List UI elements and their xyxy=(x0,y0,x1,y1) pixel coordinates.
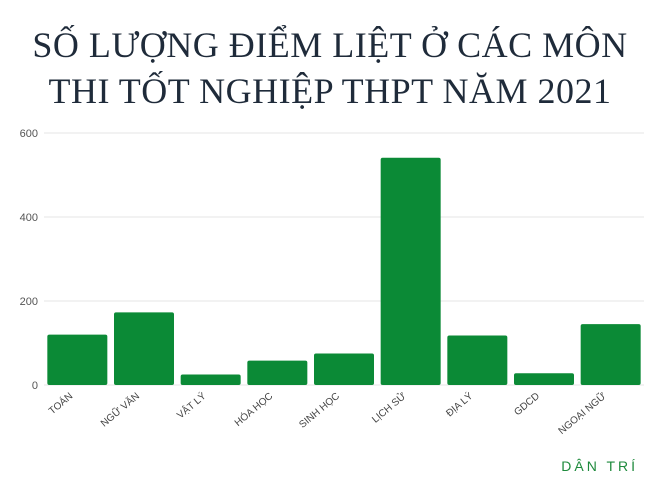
x-tick-label: GDCD xyxy=(512,391,542,418)
x-tick-label: VẬT LÝ xyxy=(174,389,209,421)
bar xyxy=(114,312,174,385)
x-tick-label: ĐỊA LÝ xyxy=(443,389,475,419)
x-tick-label: HÓA HỌC xyxy=(232,389,276,429)
brand-logo-text: DÂN TRÍ xyxy=(561,458,638,474)
bars xyxy=(47,157,641,385)
bar xyxy=(514,373,574,385)
y-axis-ticks: 0 200 400 600 xyxy=(20,128,38,392)
chart-title-line-2: THI TỐT NGHIỆP THPT NĂM 2021 xyxy=(48,71,612,111)
y-tick-label: 600 xyxy=(20,128,38,140)
bar xyxy=(314,353,374,385)
bar xyxy=(47,334,108,385)
bar xyxy=(180,374,241,385)
bar xyxy=(580,324,641,385)
x-axis-labels: TOÁN NGỮ VĂN VẬT LÝ HÓA HỌC SINH HỌC LỊCH SỬ Đ… xyxy=(46,389,609,437)
x-tick-label: SINH HỌC xyxy=(297,391,342,431)
y-tick-label: 0 xyxy=(32,380,38,392)
x-tick-label: TOÁN xyxy=(46,389,76,417)
x-tick-label: LỊCH SỬ xyxy=(369,389,409,425)
bar xyxy=(380,157,441,385)
x-tick-label: NGỮ VĂN xyxy=(98,389,142,429)
y-tick-label: 200 xyxy=(20,296,38,308)
bar xyxy=(247,360,308,385)
chart-title-line-1: SỐ LƯỢNG ĐIỂM LIỆT Ở CÁC MÔN xyxy=(32,25,628,65)
chart-title: SỐ LƯỢNG ĐIỂM LIỆT Ở CÁC MÔN THI TỐT NGH… xyxy=(0,22,660,114)
x-tick-label: NGOẠI NGỮ xyxy=(555,389,609,437)
bar xyxy=(447,335,508,385)
y-tick-label: 400 xyxy=(20,212,38,224)
